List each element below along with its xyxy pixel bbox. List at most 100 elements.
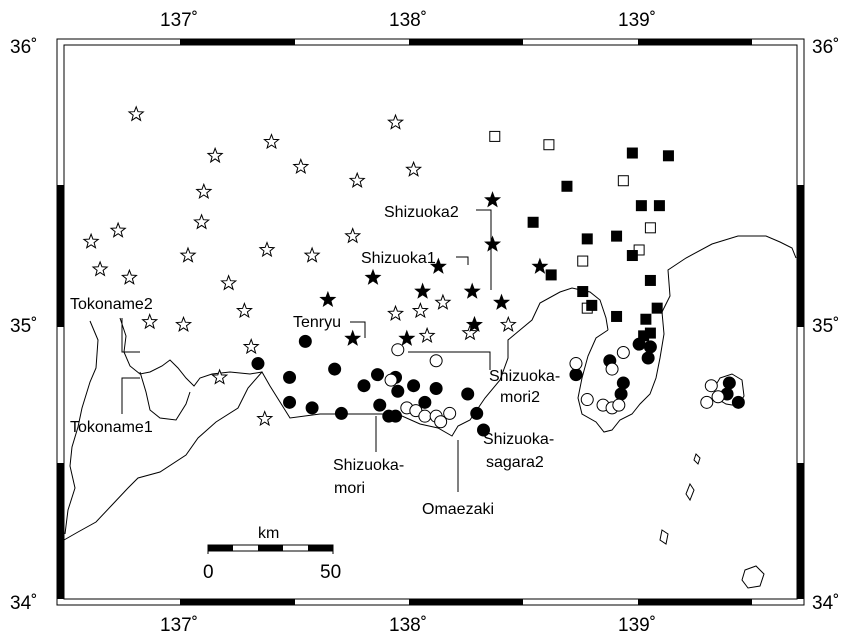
open-star-marker	[258, 241, 276, 258]
filled-circle-marker	[643, 340, 657, 354]
filled-circle-marker	[334, 406, 348, 420]
filled-square-marker	[626, 147, 638, 159]
open-circle-marker	[700, 395, 714, 409]
open-square-marker	[543, 139, 555, 151]
small-island-4	[659, 529, 669, 545]
scale-bar-start: 0	[203, 562, 214, 583]
leader-tokoname2	[121, 318, 140, 353]
filled-star-marker	[364, 268, 382, 285]
map-frame	[56, 38, 805, 606]
filled-circle-marker	[370, 368, 384, 382]
filled-star-marker	[463, 282, 481, 299]
filled-star-marker	[429, 257, 447, 274]
filled-square-marker	[545, 269, 557, 281]
chita-peninsula	[139, 371, 191, 421]
open-circle-marker	[384, 373, 398, 387]
filled-circle-marker	[641, 351, 655, 365]
open-circle-marker	[711, 390, 725, 404]
filled-star-marker	[319, 290, 337, 308]
filled-circle-marker	[357, 379, 371, 393]
open-star-marker	[348, 171, 366, 188]
lon-label-bottom-139: 139˚	[618, 615, 656, 636]
open-star-marker	[193, 213, 211, 230]
label-shizuoka-sagara2-line1: Shizuoka-	[483, 431, 554, 448]
lat-label-right-34: 34˚	[812, 593, 839, 614]
lon-label-top-138: 138˚	[389, 10, 427, 31]
filled-star-marker	[414, 282, 432, 299]
filled-square-marker	[662, 150, 674, 162]
filled-star-marker	[484, 235, 502, 252]
filled-circle-marker	[407, 379, 421, 393]
filled-square-marker	[635, 200, 647, 212]
lat-label-right-36: 36˚	[812, 37, 839, 58]
filled-square-marker	[577, 286, 589, 298]
filled-star-marker	[484, 191, 502, 208]
label-shizuoka1: Shizuoka1	[361, 250, 436, 267]
open-circle-marker	[704, 379, 718, 393]
open-star-marker	[256, 410, 274, 427]
lat-label-left-34: 34˚	[10, 593, 37, 614]
leader-shizuoka2	[476, 209, 492, 290]
filled-circle-marker	[616, 376, 630, 390]
open-star-marker	[175, 315, 193, 332]
open-star-marker	[499, 315, 517, 332]
small-island-3	[685, 482, 695, 502]
scale-bar-unit: km	[258, 525, 279, 542]
open-circle-marker	[443, 406, 457, 420]
open-square-marker	[577, 255, 589, 267]
leader-tokoname1	[121, 377, 140, 414]
filled-circle-marker	[389, 409, 403, 423]
lon-label-top-137: 137˚	[160, 10, 198, 31]
open-star-marker	[120, 268, 138, 285]
open-circle-marker	[418, 409, 432, 423]
open-star-marker	[211, 368, 229, 385]
open-star-marker	[82, 232, 100, 249]
scale-bar-end: 50	[320, 562, 341, 583]
label-shizuoka-mori2-line2: mori2	[500, 389, 540, 406]
open-square-marker	[644, 222, 656, 234]
open-circle-marker	[429, 354, 443, 368]
open-circle-marker	[605, 362, 619, 376]
open-star-marker	[418, 326, 436, 344]
open-square-marker	[633, 244, 645, 256]
open-star-marker	[179, 246, 197, 263]
open-circle-marker	[569, 357, 583, 371]
lat-label-left-36: 36˚	[10, 37, 37, 58]
filled-star-marker	[493, 293, 511, 310]
open-star-marker	[411, 301, 429, 319]
filled-circle-marker	[251, 357, 265, 371]
filled-square-marker	[640, 313, 652, 325]
label-leaders	[121, 209, 492, 492]
filled-circle-marker	[477, 423, 491, 437]
open-star-marker	[206, 146, 224, 164]
open-star-marker	[387, 113, 405, 130]
filled-circle-marker	[418, 395, 432, 409]
label-shizuoka-sagara2-line2: sagara2	[486, 454, 544, 471]
open-star-marker	[292, 157, 310, 175]
filled-square-marker	[527, 216, 539, 228]
filled-square-marker	[626, 250, 638, 262]
izu-peninsula	[577, 235, 797, 433]
lat-label-left-35: 35˚	[10, 316, 37, 337]
open-star-marker	[195, 182, 213, 200]
open-star-marker	[387, 304, 405, 321]
filled-circle-marker	[429, 381, 443, 395]
station-labels: Tokoname2 Tokoname1 Tenryu Shizuoka2 Shi…	[70, 204, 560, 518]
filled-circle-marker	[470, 406, 484, 420]
open-circle-marker	[616, 345, 630, 359]
filled-circle-marker	[731, 395, 745, 409]
open-circle-marker	[434, 415, 448, 429]
filled-circle-marker	[283, 395, 297, 409]
axis-labels: 137˚ 138˚ 139˚ 137˚ 138˚ 139˚ 36˚ 35˚ 34…	[10, 10, 839, 636]
filled-star-marker	[344, 329, 362, 346]
open-star-marker	[220, 274, 238, 291]
filled-circle-marker	[298, 334, 312, 348]
filled-circle-marker	[328, 362, 342, 376]
filled-square-marker	[651, 302, 663, 314]
lon-label-bottom-138: 138˚	[389, 615, 427, 636]
leader-shizuoka-mori2	[408, 351, 491, 370]
open-star-marker	[109, 221, 127, 238]
lon-label-bottom-137: 137˚	[160, 615, 198, 636]
filled-square-marker	[611, 310, 623, 322]
label-shizuoka2: Shizuoka2	[384, 204, 459, 221]
